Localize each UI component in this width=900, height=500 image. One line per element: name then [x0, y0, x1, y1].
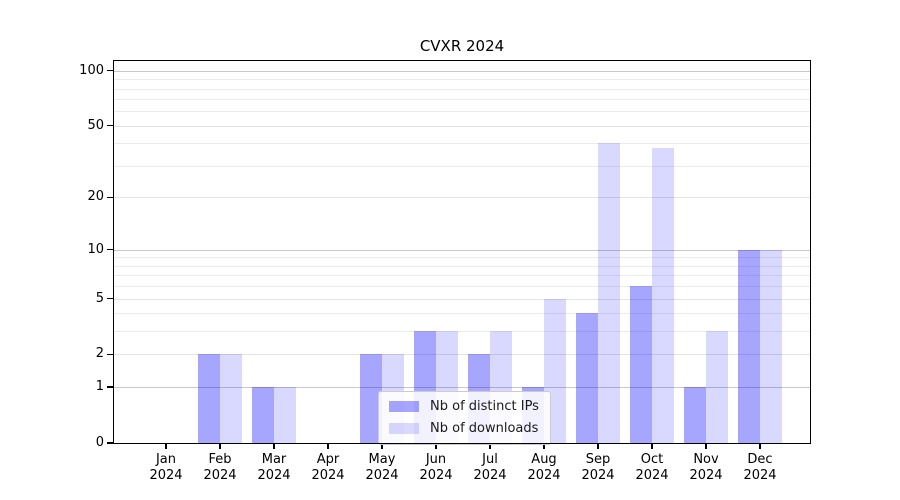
y-tick-label: 1 [95, 379, 104, 395]
x-tick-mark [597, 443, 599, 449]
y-tick-label: 5 [95, 290, 104, 306]
bar-downloads-dec [760, 249, 782, 443]
bar-downloads-mar [274, 387, 296, 443]
x-tick-mark [435, 443, 437, 449]
x-tick-label-oct: Oct 2024 [635, 452, 669, 483]
plot-area: Nb of distinct IPs Nb of downloads [112, 59, 812, 445]
bar-distinct-ips-mar [252, 387, 274, 443]
gridline-minor [114, 286, 810, 287]
gridline-minor [114, 257, 810, 259]
x-tick-mark [759, 443, 761, 449]
x-tick-mark [273, 443, 275, 449]
y-tick-label: 0 [95, 435, 104, 450]
legend-item-downloads: Nb of downloads [389, 421, 539, 436]
gridline-minor [114, 265, 810, 267]
y-tick-label: 2 [95, 346, 104, 362]
gridline-minor [114, 331, 810, 333]
gridline-minor [114, 99, 810, 101]
x-tick-label-nov: Nov 2024 [689, 452, 723, 483]
gridline-major [114, 125, 810, 127]
x-tick-mark [543, 443, 545, 449]
legend-swatch-downloads [389, 423, 419, 434]
x-tick-label-jul: Jul 2024 [473, 452, 507, 483]
y-tick-mark [107, 442, 113, 444]
gridline-minor [114, 143, 810, 145]
y-tick-label: 20 [87, 189, 104, 205]
gridline-minor [114, 313, 810, 315]
y-tick-label: 50 [87, 117, 104, 133]
y-tick-label: 100 [79, 62, 104, 78]
gridline-minor [114, 166, 810, 167]
x-tick-mark [489, 443, 491, 449]
y-tick-mark [107, 297, 113, 300]
gridline-major [114, 387, 810, 389]
y-tick-label: 10 [87, 241, 104, 257]
y-tick-mark [107, 353, 113, 356]
gridline-minor [114, 79, 810, 81]
x-tick-label-may: May 2024 [365, 452, 399, 483]
bar-distinct-ips-dec [738, 249, 760, 443]
x-tick-mark [705, 443, 707, 449]
gridline-major [114, 298, 810, 300]
chart-title: CVXR 2024 [419, 37, 505, 55]
y-tick-mark [107, 248, 113, 251]
x-tick-label-dec: Dec 2024 [743, 452, 777, 483]
gridline-minor [114, 111, 810, 113]
x-tick-mark [165, 443, 167, 449]
x-tick-mark [219, 443, 221, 449]
gridline-minor [114, 88, 810, 90]
x-tick-label-mar: Mar 2024 [257, 452, 291, 483]
bar-downloads-oct [652, 147, 674, 443]
y-tick-mark [107, 125, 113, 127]
x-tick-mark [381, 443, 383, 449]
bar-distinct-ips-may [360, 354, 382, 443]
x-tick-label-sep: Sep 2024 [581, 452, 615, 483]
bar-downloads-feb [220, 354, 242, 443]
y-tick-mark [107, 70, 113, 72]
bar-distinct-ips-nov [684, 387, 706, 443]
y-tick-mark [107, 386, 113, 388]
gridline-major [114, 249, 810, 251]
y-tick-mark [107, 196, 113, 199]
legend-label-distinct-ips: Nb of distinct IPs [430, 399, 539, 414]
bar-distinct-ips-feb [198, 354, 220, 443]
gridline-minor [114, 275, 810, 277]
legend: Nb of distinct IPs Nb of downloads [378, 391, 551, 445]
x-tick-label-aug: Aug 2024 [527, 452, 561, 483]
legend-item-distinct-ips: Nb of distinct IPs [389, 399, 539, 414]
bar-downloads-sep [598, 143, 620, 443]
gridline-major [114, 354, 810, 356]
bar-downloads-nov [706, 331, 728, 443]
x-tick-mark [327, 443, 329, 449]
bar-distinct-ips-oct [630, 286, 652, 443]
gridline-major [114, 70, 810, 72]
x-tick-mark [651, 443, 653, 449]
x-tick-label-feb: Feb 2024 [203, 452, 237, 483]
x-tick-label-jun: Jun 2024 [419, 452, 453, 483]
bar-distinct-ips-sep [576, 313, 598, 443]
gridline-major [114, 197, 810, 199]
x-tick-label-apr: Apr 2024 [311, 452, 345, 483]
legend-label-downloads: Nb of downloads [430, 421, 539, 436]
legend-swatch-distinct-ips [389, 401, 419, 412]
x-tick-label-jan: Jan 2024 [149, 452, 183, 483]
